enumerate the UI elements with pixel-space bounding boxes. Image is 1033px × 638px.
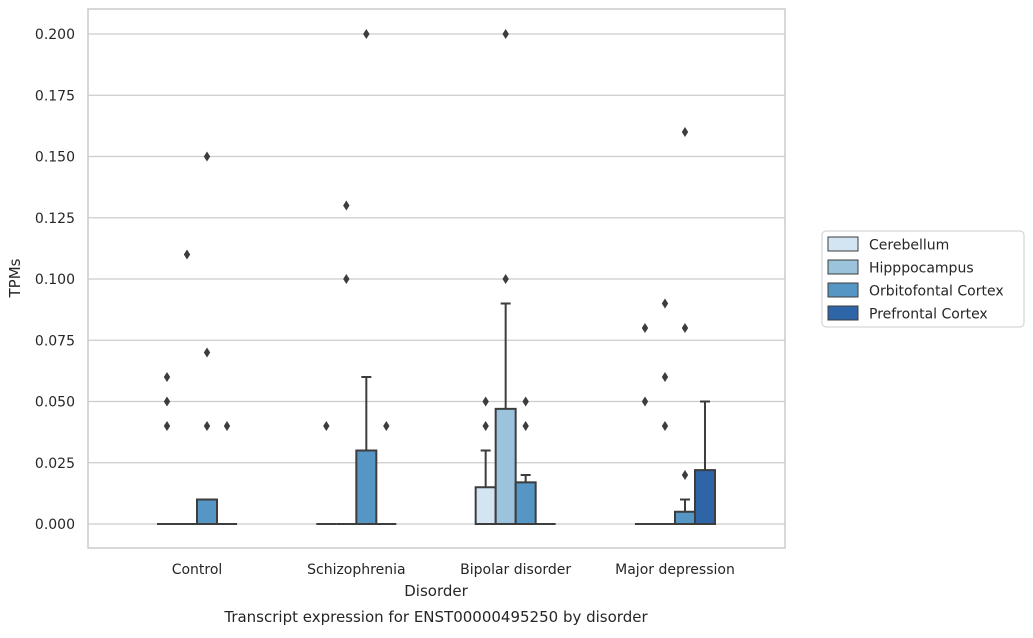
plot-area-frame xyxy=(87,8,786,549)
y-tick-layer: 0.000 0.025 0.050 0.075 0.100 0.125 0.150 0.175… xyxy=(35,27,75,533)
box-group xyxy=(157,372,177,525)
box-group xyxy=(693,400,716,526)
y-tick-label: 0.125 xyxy=(35,211,75,227)
outlier-point xyxy=(343,200,350,211)
box-group xyxy=(673,127,696,525)
legend-swatch xyxy=(827,259,859,275)
y-tick-label: 0.200 xyxy=(35,27,75,43)
x-axis-label: Disorder xyxy=(404,582,468,600)
box-layer xyxy=(157,29,716,526)
legend-items: Cerebellum Hipppocampus Orbitofontal Corte… xyxy=(827,236,1004,323)
y-tick-label: 0.150 xyxy=(35,150,75,166)
legend-label: Hipppocampus xyxy=(869,261,974,277)
outlier-point xyxy=(383,421,390,431)
box-group xyxy=(196,151,218,525)
outlier-point xyxy=(681,470,689,480)
box xyxy=(673,510,696,525)
box-group xyxy=(514,396,537,526)
box xyxy=(514,481,537,526)
x-tick-label: Control xyxy=(172,562,223,578)
box-group xyxy=(474,396,497,525)
outlier-point xyxy=(323,421,330,431)
x-tick-layer: Control Schizophrenia Bipolar disorder Majo… xyxy=(172,562,735,578)
outlier-point xyxy=(502,29,509,39)
legend-label: Cerebellum xyxy=(869,238,949,254)
box-group xyxy=(494,29,517,526)
box-group xyxy=(217,421,237,525)
outlier-point xyxy=(203,151,211,162)
legend-swatch xyxy=(827,305,859,321)
legend-label: Orbitofontal Cortex xyxy=(869,284,1004,300)
outlier-point xyxy=(522,421,529,431)
outlier-point xyxy=(223,421,231,431)
y-tick-label: 0.050 xyxy=(35,395,75,411)
box-group xyxy=(316,421,337,525)
outlier-point xyxy=(641,323,649,333)
outlier-point xyxy=(681,127,689,137)
outlier-point xyxy=(183,249,191,260)
box-group xyxy=(634,323,655,525)
legend-swatch xyxy=(827,236,859,252)
outlier-point xyxy=(502,274,509,284)
box xyxy=(196,498,218,525)
box xyxy=(474,486,497,525)
y-tick-label: 0.000 xyxy=(35,517,75,533)
legend-frame xyxy=(821,230,1025,328)
y-tick-label: 0.175 xyxy=(35,88,75,104)
outlier-point xyxy=(661,372,669,382)
outlier-point xyxy=(163,421,171,431)
outlier-point xyxy=(661,298,669,309)
outlier-point xyxy=(522,396,529,407)
y-tick-label: 0.025 xyxy=(35,456,75,472)
box-group xyxy=(336,200,357,525)
y-tick-label: 0.075 xyxy=(35,333,75,349)
outlier-point xyxy=(203,347,211,358)
y-tick-label: 0.100 xyxy=(35,272,75,288)
outlier-point xyxy=(681,323,689,333)
x-tick-label: Major depression xyxy=(615,562,735,578)
outlier-point xyxy=(482,421,489,431)
x-tick-label: Bipolar disorder xyxy=(460,562,571,578)
outlier-point xyxy=(363,29,370,39)
outlier-point xyxy=(163,396,171,407)
box-group xyxy=(654,298,675,525)
y-axis-label: TPMs xyxy=(6,258,24,298)
grid-layer xyxy=(88,33,785,525)
box-group xyxy=(355,29,378,525)
chart-caption: Transcript expression for ENST0000049525… xyxy=(223,608,648,626)
outlier-point xyxy=(203,421,211,431)
outlier-point xyxy=(343,274,350,284)
legend: Cerebellum Hipppocampus Orbitofontal Corte… xyxy=(821,230,1025,328)
x-tick-label: Schizophrenia xyxy=(307,562,405,578)
box xyxy=(355,449,378,525)
box-group xyxy=(376,421,397,525)
outlier-point xyxy=(482,396,489,407)
box xyxy=(494,407,517,526)
outlier-point xyxy=(661,421,669,431)
box xyxy=(693,469,716,526)
legend-swatch xyxy=(827,282,859,298)
outlier-point xyxy=(163,372,171,382)
box-group xyxy=(177,249,197,525)
outlier-point xyxy=(641,396,649,407)
legend-label: Prefrontal Cortex xyxy=(869,307,988,323)
